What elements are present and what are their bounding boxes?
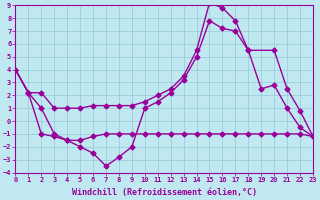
X-axis label: Windchill (Refroidissement éolien,°C): Windchill (Refroidissement éolien,°C) xyxy=(72,188,257,197)
